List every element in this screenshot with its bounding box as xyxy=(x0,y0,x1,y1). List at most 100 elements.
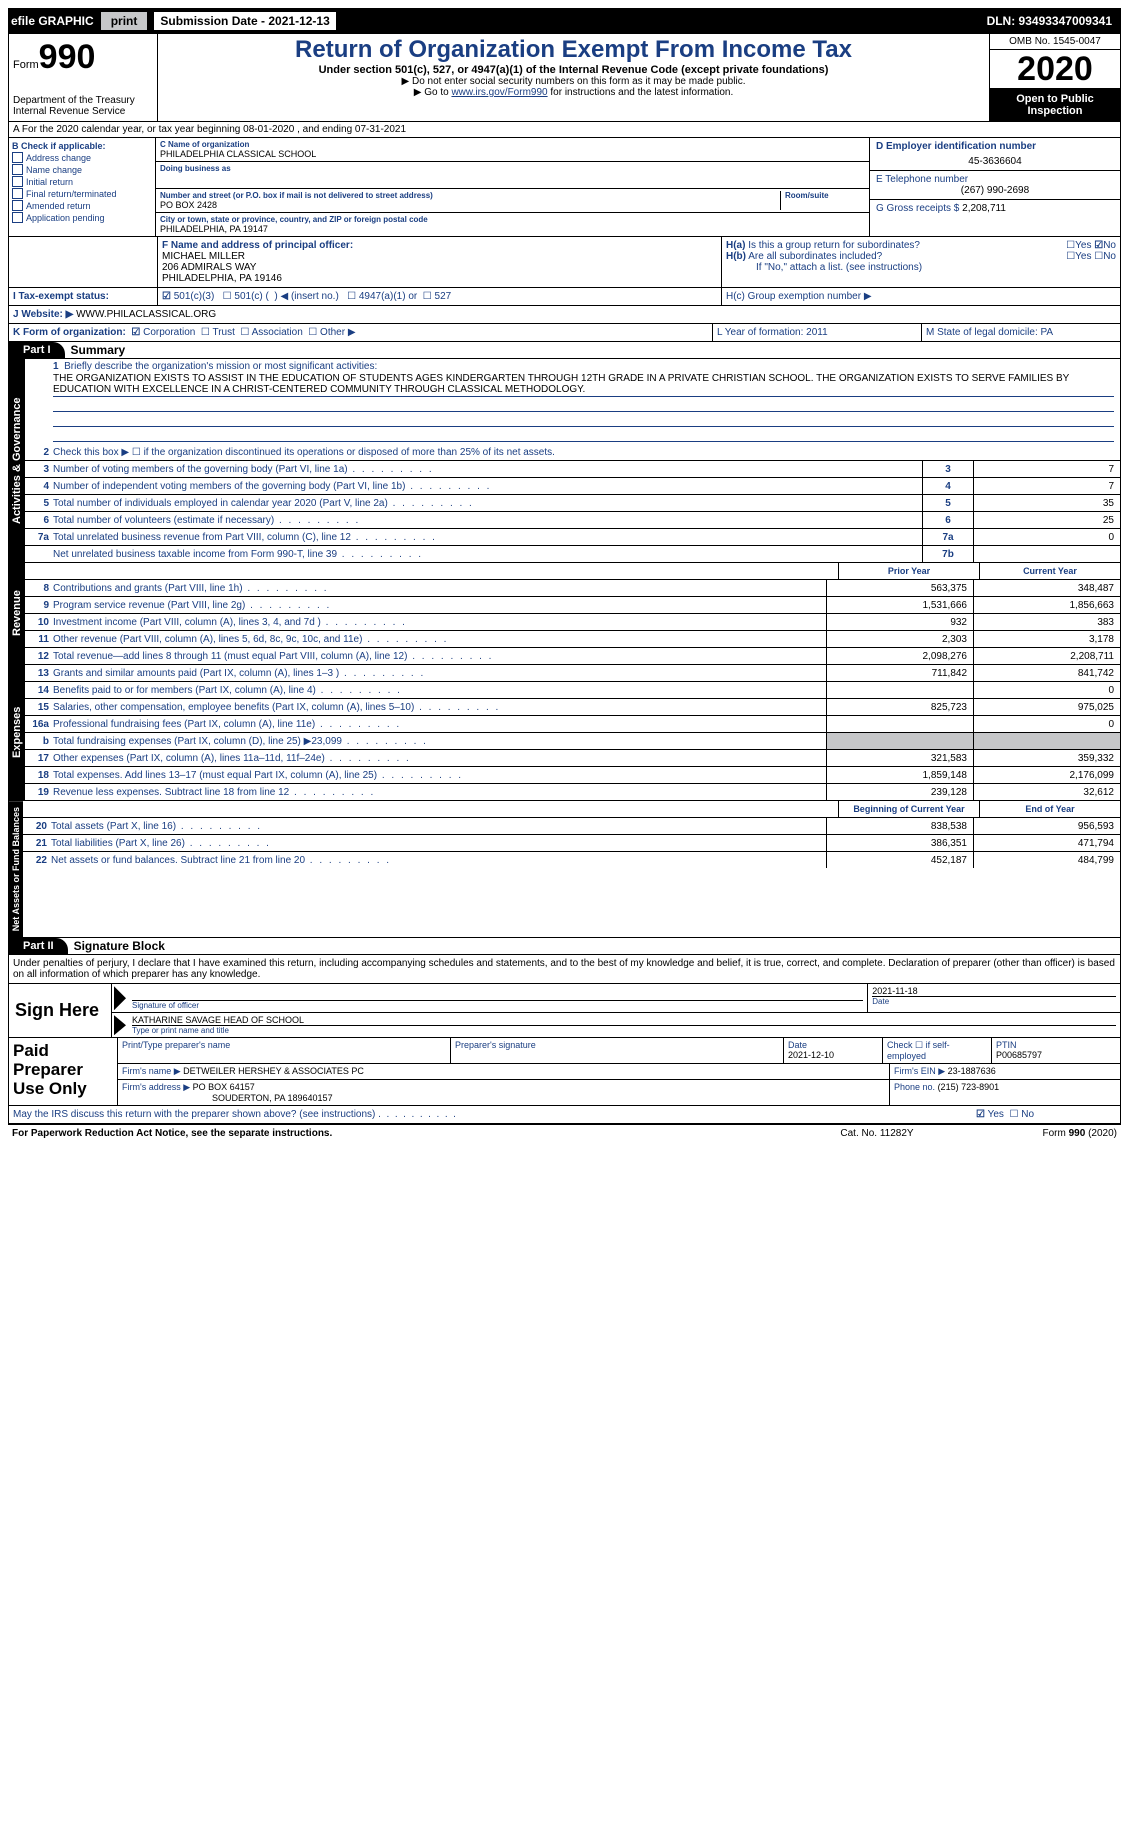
form-title: Return of Organization Exempt From Incom… xyxy=(164,36,983,64)
summary-line: 10Investment income (Part VIII, column (… xyxy=(25,614,1120,631)
ein-value: 45-3636604 xyxy=(876,152,1114,167)
row-a-taxyear: A For the 2020 calendar year, or tax yea… xyxy=(8,122,1121,138)
hb-note: If "No," attach a list. (see instruction… xyxy=(726,262,1116,273)
sig-officer-caption: Signature of officer xyxy=(132,1000,863,1010)
activities-governance: Activities & Governance 1 Briefly descri… xyxy=(8,359,1121,563)
summary-line: bTotal fundraising expenses (Part IX, co… xyxy=(25,733,1120,750)
year-formation: L Year of formation: 2011 xyxy=(713,324,922,341)
form-label: Form xyxy=(13,59,39,71)
row-f-h: F Name and address of principal officer:… xyxy=(8,237,1121,288)
checkbox-line[interactable]: Name change xyxy=(12,164,152,175)
summary-line: 21Total liabilities (Part X, line 26)386… xyxy=(23,835,1120,852)
officer-addr1: 206 ADMIRALS WAY xyxy=(162,262,717,273)
discuss-text: May the IRS discuss this return with the… xyxy=(13,1109,375,1120)
tab-netassets: Net Assets or Fund Balances xyxy=(9,801,23,937)
expenses-section: Expenses 13Grants and similar amounts pa… xyxy=(8,665,1121,801)
checkbox-line[interactable]: Application pending xyxy=(12,212,152,223)
firm-addr1: PO BOX 64157 xyxy=(193,1082,255,1092)
city-label: City or town, state or province, country… xyxy=(160,215,865,224)
summary-line: 8Contributions and grants (Part VIII, li… xyxy=(25,580,1120,597)
summary-line: 6Total number of volunteers (estimate if… xyxy=(25,512,1120,529)
part1-header: Part I Summary xyxy=(8,342,1121,359)
summary-line: 15Salaries, other compensation, employee… xyxy=(25,699,1120,716)
ein-label: D Employer identification number xyxy=(876,141,1114,152)
firm-ein: 23-1887636 xyxy=(948,1066,996,1076)
col-end: End of Year xyxy=(979,801,1120,817)
summary-line: 18Total expenses. Add lines 13–17 (must … xyxy=(25,767,1120,784)
mission-text: THE ORGANIZATION EXISTS TO ASSIST IN THE… xyxy=(53,372,1114,397)
officer-caption: Type or print name and title xyxy=(132,1025,1116,1035)
cat-number: Cat. No. 11282Y xyxy=(797,1128,957,1139)
summary-line: 20Total assets (Part X, line 16)838,5389… xyxy=(23,818,1120,835)
arrow-icon xyxy=(114,1015,126,1035)
street-value: PO BOX 2428 xyxy=(160,200,780,210)
arrow-icon xyxy=(114,986,126,1010)
dba-label: Doing business as xyxy=(160,164,865,173)
col-current: Current Year xyxy=(979,563,1120,579)
part2-badge: Part II xyxy=(9,938,68,954)
page-footer: For Paperwork Reduction Act Notice, see … xyxy=(8,1124,1121,1142)
prep-date: 2021-12-10 xyxy=(788,1050,834,1060)
box-b-title: B Check if applicable: xyxy=(12,141,152,151)
goto-pre: ▶ Go to xyxy=(414,87,452,98)
submission-date: Submission Date - 2021-12-13 xyxy=(154,12,335,30)
ssn-warning: ▶ Do not enter social security numbers o… xyxy=(164,76,983,87)
efile-label: efile GRAPHIC xyxy=(11,14,94,28)
checkbox-line[interactable]: Final return/terminated xyxy=(12,188,152,199)
form-number: 990 xyxy=(39,38,96,76)
ptin-value: P00685797 xyxy=(996,1050,1042,1060)
dept-label: Department of the Treasury Internal Reve… xyxy=(13,95,153,117)
officer-label: F Name and address of principal officer: xyxy=(162,240,717,251)
irs-link[interactable]: www.irs.gov/Form990 xyxy=(451,87,547,98)
gross-value: 2,208,711 xyxy=(962,203,1006,214)
paid-preparer-block: Paid Preparer Use Only Print/Type prepar… xyxy=(8,1038,1121,1106)
hc-label: H(c) Group exemption number ▶ xyxy=(722,288,1120,305)
city-value: PHILADELPHIA, PA 19147 xyxy=(160,224,865,234)
mission-label: Briefly describe the organization's miss… xyxy=(64,361,377,372)
org-name-label: C Name of organization xyxy=(160,140,865,149)
room-label: Room/suite xyxy=(785,191,865,200)
netassets-section: Net Assets or Fund Balances Beginning of… xyxy=(8,801,1121,938)
website-label: J Website: ▶ xyxy=(13,309,73,320)
checkbox-line[interactable]: Amended return xyxy=(12,200,152,211)
summary-line: 22Net assets or fund balances. Subtract … xyxy=(23,852,1120,868)
officer-addr2: PHILADELPHIA, PA 19146 xyxy=(162,273,717,284)
row-k-l-m: K Form of organization: ☑ Corporation ☐ … xyxy=(8,324,1121,342)
summary-line: 14Benefits paid to or for members (Part … xyxy=(25,682,1120,699)
row-j: J Website: ▶ WWW.PHILACLASSICAL.ORG xyxy=(8,306,1121,324)
line2-text: Check this box ▶ ☐ if the organization d… xyxy=(53,446,1120,459)
tax-status-label: I Tax-exempt status: xyxy=(9,288,158,305)
sig-date-caption: Date xyxy=(872,996,1116,1006)
checkbox-line[interactable]: Address change xyxy=(12,152,152,163)
summary-line: 16aProfessional fundraising fees (Part I… xyxy=(25,716,1120,733)
firm-addr2: SOUDERTON, PA 189640157 xyxy=(122,1093,333,1103)
sign-here-label: Sign Here xyxy=(9,984,111,1037)
sign-here-block: Sign Here Signature of officer 2021-11-1… xyxy=(8,984,1121,1038)
dln-label: DLN: 93493347009341 xyxy=(987,14,1118,28)
checkbox-line[interactable]: Initial return xyxy=(12,176,152,187)
website-value: WWW.PHILACLASSICAL.ORG xyxy=(76,309,216,320)
summary-line: 13Grants and similar amounts paid (Part … xyxy=(25,665,1120,682)
goto-post: for instructions and the latest informat… xyxy=(548,87,734,98)
tab-activities: Activities & Governance xyxy=(9,359,25,562)
col-prior: Prior Year xyxy=(838,563,979,579)
col-begin: Beginning of Current Year xyxy=(838,801,979,817)
section-b-to-g: B Check if applicable: Address changeNam… xyxy=(8,138,1121,237)
part2-header: Part II Signature Block xyxy=(8,938,1121,955)
summary-line: 3Number of voting members of the governi… xyxy=(25,461,1120,478)
pra-notice: For Paperwork Reduction Act Notice, see … xyxy=(12,1128,797,1139)
summary-line: 5Total number of individuals employed in… xyxy=(25,495,1120,512)
omb-number: OMB No. 1545-0047 xyxy=(990,34,1120,50)
part1-badge: Part I xyxy=(9,342,65,358)
prep-check: Check ☐ if self-employed xyxy=(883,1038,992,1063)
firm-phone: (215) 723-8901 xyxy=(938,1082,1000,1092)
org-name: PHILADELPHIA CLASSICAL SCHOOL xyxy=(160,149,865,159)
print-button[interactable]: print xyxy=(100,11,149,31)
street-label: Number and street (or P.O. box if mail i… xyxy=(160,191,780,200)
revenue-section: Revenue Prior Year Current Year 8Contrib… xyxy=(8,563,1121,665)
inspection-label: Open to Public Inspection xyxy=(990,89,1120,121)
paid-preparer-label: Paid Preparer Use Only xyxy=(9,1038,117,1105)
discuss-row: May the IRS discuss this return with the… xyxy=(8,1106,1121,1124)
sig-date: 2021-11-18 xyxy=(872,986,1116,996)
part2-title: Signature Block xyxy=(68,939,165,953)
